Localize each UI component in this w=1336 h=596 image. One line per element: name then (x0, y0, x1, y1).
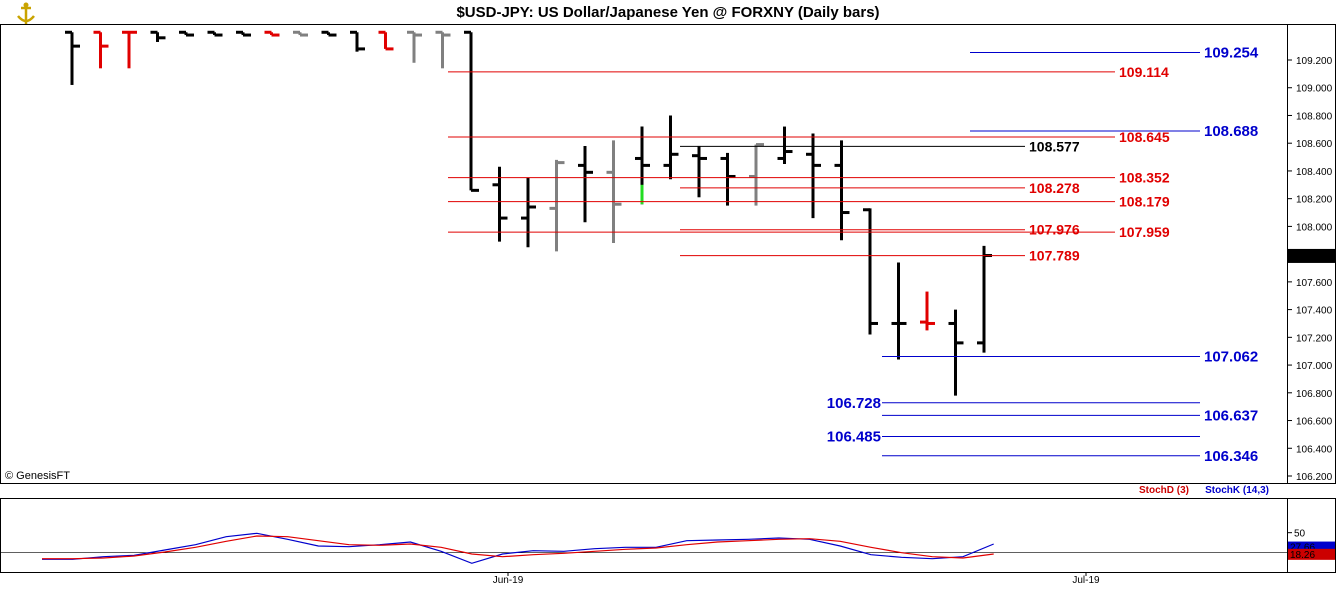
level-label: 108.645 (1119, 129, 1170, 145)
ohlc-bar (834, 140, 850, 241)
price-readout-label: 107.787 (1290, 252, 1327, 263)
price-readout-box (1288, 248, 1335, 263)
price-y-tick-label: 109.000 (1296, 84, 1333, 95)
price-y-tick-label: 106.400 (1296, 444, 1333, 455)
ohlc-bar (549, 159, 565, 252)
level-label: 106.346 (1204, 448, 1258, 465)
anchor-logo-icon (17, 2, 35, 24)
ohlc-bar (663, 115, 679, 180)
level-label: 109.254 (1204, 45, 1259, 62)
level-label: 108.352 (1119, 170, 1170, 186)
level-label: 106.728 (827, 395, 881, 412)
ohlc-bar (293, 30, 308, 37)
level-label: 109.114 (1119, 64, 1169, 80)
x-tick-label: Jul-19 (1072, 575, 1100, 586)
ohlc-bar (777, 126, 793, 164)
price-y-tick-label: 107.200 (1296, 333, 1333, 344)
price-y-tick-label: 108.000 (1296, 222, 1333, 233)
price-y-tick-label: 107.600 (1296, 278, 1333, 289)
level-label: 108.577 (1029, 138, 1080, 154)
ohlc-bar (435, 30, 451, 69)
ohlc-bar (749, 143, 764, 206)
price-bars (65, 30, 992, 396)
stoch-panel-frame (0, 498, 1336, 573)
price-y-tick-label: 107.400 (1296, 306, 1333, 317)
level-label: 108.179 (1119, 194, 1170, 210)
level-label: 107.789 (1029, 248, 1080, 264)
ohlc-bar (492, 166, 508, 242)
price-levels: 109.254 109.114 108.688 108.645 108.577 108.3… (448, 45, 1259, 465)
stoch-d-readout-label: 18.26 (1290, 550, 1315, 561)
ohlc-bar (578, 145, 593, 223)
stoch-k-readout-box (1288, 541, 1335, 553)
level-label: 106.485 (827, 428, 881, 445)
ohlc-bar (521, 177, 536, 248)
ohlc-bar (720, 152, 736, 206)
stoch-d-readout-box (1288, 548, 1335, 560)
ohlc-bar (122, 30, 137, 69)
stoch-line-k (42, 532, 994, 564)
price-y-tick-label: 106.600 (1296, 417, 1333, 428)
stoch-k-readout-label: 27.66 (1290, 543, 1315, 554)
ohlc-bar (179, 30, 194, 37)
ohlc-bar (350, 30, 365, 52)
ohlc-bar (321, 30, 337, 37)
page-title: $USD-JPY: US Dollar/Japanese Yen @ FORXN… (456, 4, 879, 21)
watermark-label: © GenesisFT (5, 470, 70, 482)
ohlc-bar (378, 30, 394, 51)
stoch-line-d (42, 535, 994, 560)
price-y-tick-label: 106.200 (1296, 472, 1333, 483)
price-y-tick-label: 108.800 (1296, 111, 1333, 122)
level-label: 107.062 (1204, 348, 1258, 365)
ohlc-bar (150, 30, 166, 42)
ohlc-bar (464, 30, 479, 192)
ohlc-bar (948, 309, 964, 396)
price-y-tick-label: 108.400 (1296, 167, 1333, 178)
ohlc-bar (891, 262, 907, 360)
level-label: 108.278 (1029, 180, 1080, 196)
level-label: 107.959 (1119, 224, 1170, 240)
ohlc-bar (407, 30, 422, 63)
ohlc-bar (806, 133, 821, 219)
ohlc-bar (692, 145, 707, 198)
stoch-y-tick-label: 50 (1294, 529, 1306, 540)
ohlc-bar (920, 291, 935, 331)
ohlc-bar (236, 30, 251, 37)
level-label: 108.688 (1204, 123, 1258, 140)
stoch-legend-k: StochK (14,3) (1205, 485, 1269, 496)
price-y-tick-label: 106.800 (1296, 389, 1333, 400)
ohlc-bar (606, 140, 622, 244)
price-y-tick-label: 107.000 (1296, 361, 1333, 372)
anchor-ring (23, 2, 29, 8)
x-tick-label: Jun-19 (493, 575, 524, 586)
price-panel-frame (0, 24, 1336, 484)
level-label: 107.976 (1029, 222, 1080, 238)
ohlc-bar (264, 30, 280, 37)
ohlc-bar (207, 30, 223, 37)
price-y-tick-label: 108.200 (1296, 195, 1333, 206)
price-y-tick-label: 108.600 (1296, 139, 1333, 150)
price-y-tick-label: 109.200 (1296, 56, 1333, 67)
ohlc-bar (93, 30, 109, 69)
stoch-legend-d: StochD (3) (1139, 485, 1189, 496)
level-label: 106.637 (1204, 407, 1258, 424)
ohlc-bar (65, 30, 80, 85)
